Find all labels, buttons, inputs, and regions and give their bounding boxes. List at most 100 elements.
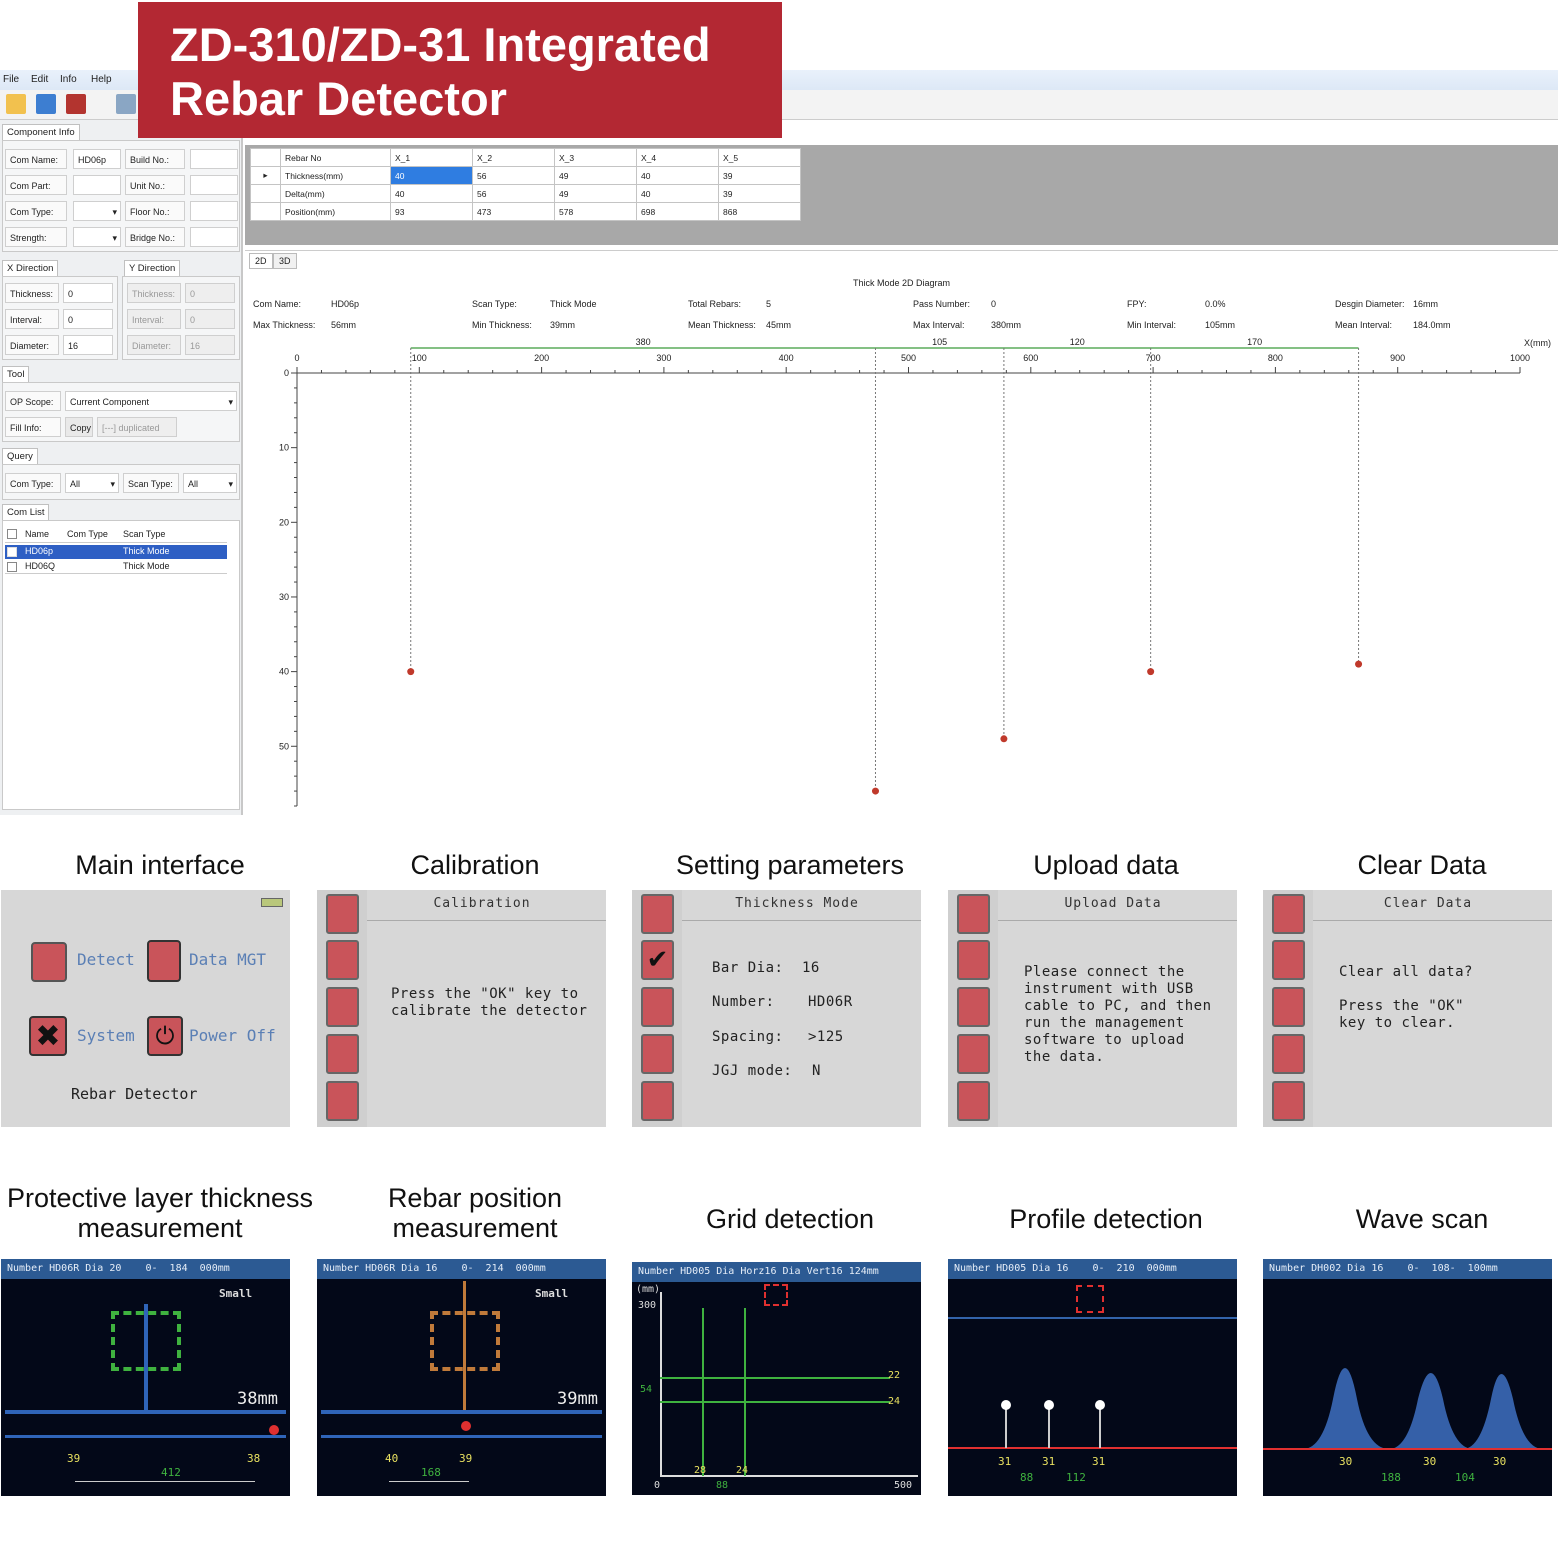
x-tick-label: 100 xyxy=(412,353,427,363)
floor-no-field[interactable] xyxy=(190,201,238,221)
delete-icon[interactable] xyxy=(116,94,136,114)
row-name: HD06Q xyxy=(25,561,56,571)
menu-icon[interactable] xyxy=(641,894,674,934)
power-off-icon[interactable]: ⏻ xyxy=(147,1016,183,1056)
table-cell[interactable]: 49 xyxy=(554,184,637,203)
spacing-value[interactable]: >125 xyxy=(808,1029,844,1045)
status-bar: Number HD005 Dia 16 0- 210 000mm xyxy=(948,1259,1237,1279)
new-file-icon[interactable] xyxy=(6,94,26,114)
up-down-arrows-icon[interactable] xyxy=(1272,940,1305,980)
x-thickness-field[interactable]: 0 xyxy=(63,283,113,303)
table-cell[interactable]: 40 xyxy=(390,184,473,203)
com-type-select[interactable] xyxy=(73,201,121,222)
system-wrench-icon[interactable]: ✖ xyxy=(29,1016,67,1056)
tab-3d[interactable]: 3D xyxy=(273,253,297,269)
query-scan-type-select[interactable]: All xyxy=(183,473,237,494)
trash-icon[interactable] xyxy=(957,987,990,1027)
table-row[interactable]: HD06p Thick Mode xyxy=(5,545,227,559)
x-diameter-field[interactable]: 16 xyxy=(63,335,113,355)
up-down-arrows-icon[interactable] xyxy=(957,940,990,980)
blank-button[interactable] xyxy=(957,1081,990,1121)
table-cell[interactable]: 40 xyxy=(636,166,719,185)
spacing-value: 104 xyxy=(1455,1471,1475,1484)
col-scan-type[interactable]: Scan Type xyxy=(123,529,166,539)
tab-2d[interactable]: 2D xyxy=(249,253,273,269)
col-name[interactable]: Name xyxy=(25,529,50,539)
left-value: 39 xyxy=(67,1452,81,1465)
build-no-field[interactable] xyxy=(190,149,238,169)
detect-icon[interactable] xyxy=(31,942,67,982)
number-value[interactable]: HD06R xyxy=(808,994,853,1010)
select-all-checkbox[interactable] xyxy=(7,529,17,539)
bridge-no-field[interactable] xyxy=(190,227,238,247)
duplicated-field[interactable]: [---] duplicated xyxy=(97,417,177,437)
y-interval-field[interactable]: 0 xyxy=(185,309,235,329)
table-cell[interactable]: 56 xyxy=(472,184,555,203)
table-cell[interactable]: 473 xyxy=(472,202,555,221)
check-icon[interactable]: ✔ xyxy=(641,940,674,980)
detect-label[interactable]: Detect xyxy=(77,950,135,969)
y-thickness-field[interactable]: 0 xyxy=(185,283,235,303)
table-row[interactable]: HD06Q Thick Mode xyxy=(5,560,227,574)
op-scope-select[interactable]: Current Component xyxy=(65,391,237,412)
table-cell[interactable]: 868 xyxy=(718,202,801,221)
menu-icon[interactable] xyxy=(326,894,359,934)
menu-edit[interactable]: Edit xyxy=(31,74,49,85)
tab-y-direction[interactable]: Y Direction xyxy=(124,260,181,276)
unit-no-field[interactable] xyxy=(190,175,238,195)
jgj-mode-value[interactable]: N xyxy=(812,1063,821,1079)
trash-icon[interactable] xyxy=(1272,987,1305,1027)
upload-icon[interactable] xyxy=(66,94,86,114)
menu-icon[interactable] xyxy=(957,894,990,934)
menu-file[interactable]: File xyxy=(3,74,20,85)
table-cell[interactable]: 39 xyxy=(718,184,801,203)
table-cell[interactable]: 40 xyxy=(636,184,719,203)
col-com-type[interactable]: Com Type xyxy=(67,529,108,539)
data-mgt-icon[interactable] xyxy=(147,940,181,982)
tab-tool[interactable]: Tool xyxy=(2,366,30,382)
table-cell[interactable]: 93 xyxy=(390,202,473,221)
tab-x-direction[interactable]: X Direction xyxy=(2,260,59,276)
x-interval-field[interactable]: 0 xyxy=(63,309,113,329)
table-cell[interactable]: 698 xyxy=(636,202,719,221)
query-com-type-select[interactable]: All xyxy=(65,473,119,494)
info-value: 45mm xyxy=(766,320,792,330)
com-part-field[interactable] xyxy=(73,175,121,195)
y-tick-label: 0 xyxy=(284,368,289,378)
row-checkbox[interactable] xyxy=(7,547,17,557)
blank-button[interactable] xyxy=(1272,1081,1305,1121)
bar-dia-value[interactable]: 16 xyxy=(802,960,820,976)
y-tick-label: 10 xyxy=(279,443,289,453)
y-interval-label: Interval: xyxy=(127,309,181,329)
row-label: Delta(mm) xyxy=(280,184,391,203)
tab-component-info[interactable]: Component Info xyxy=(2,124,80,140)
blank-button[interactable] xyxy=(641,987,674,1027)
table-cell[interactable]: 40 xyxy=(390,166,473,185)
copy-button[interactable]: Copy xyxy=(65,417,93,437)
menu-icon[interactable] xyxy=(1272,894,1305,934)
save-icon[interactable] xyxy=(36,94,56,114)
menu-info[interactable]: Info xyxy=(60,74,77,85)
blank-button[interactable] xyxy=(326,1034,359,1074)
blank-button[interactable] xyxy=(326,987,359,1027)
table-cell[interactable]: 49 xyxy=(554,166,637,185)
y-diameter-field[interactable]: 16 xyxy=(185,335,235,355)
row-checkbox[interactable] xyxy=(7,562,17,572)
blank-button[interactable] xyxy=(641,1034,674,1074)
data-mgt-label[interactable]: Data MGT xyxy=(189,950,267,969)
table-cell[interactable]: 578 xyxy=(554,202,637,221)
tab-query[interactable]: Query xyxy=(2,448,38,464)
blank-button[interactable] xyxy=(957,1034,990,1074)
blank-button[interactable] xyxy=(641,1081,674,1121)
tab-com-list[interactable]: Com List xyxy=(2,504,50,520)
blank-button[interactable] xyxy=(326,1081,359,1121)
com-name-field[interactable]: HD06p xyxy=(73,149,121,169)
table-cell[interactable]: 56 xyxy=(472,166,555,185)
menu-help[interactable]: Help xyxy=(91,74,112,85)
table-cell[interactable]: 39 xyxy=(718,166,801,185)
system-label[interactable]: System xyxy=(77,1026,135,1045)
check-icon[interactable] xyxy=(326,940,359,980)
blank-button[interactable] xyxy=(1272,1034,1305,1074)
strength-select[interactable] xyxy=(73,227,121,248)
power-off-label[interactable]: Power Off xyxy=(189,1026,276,1045)
